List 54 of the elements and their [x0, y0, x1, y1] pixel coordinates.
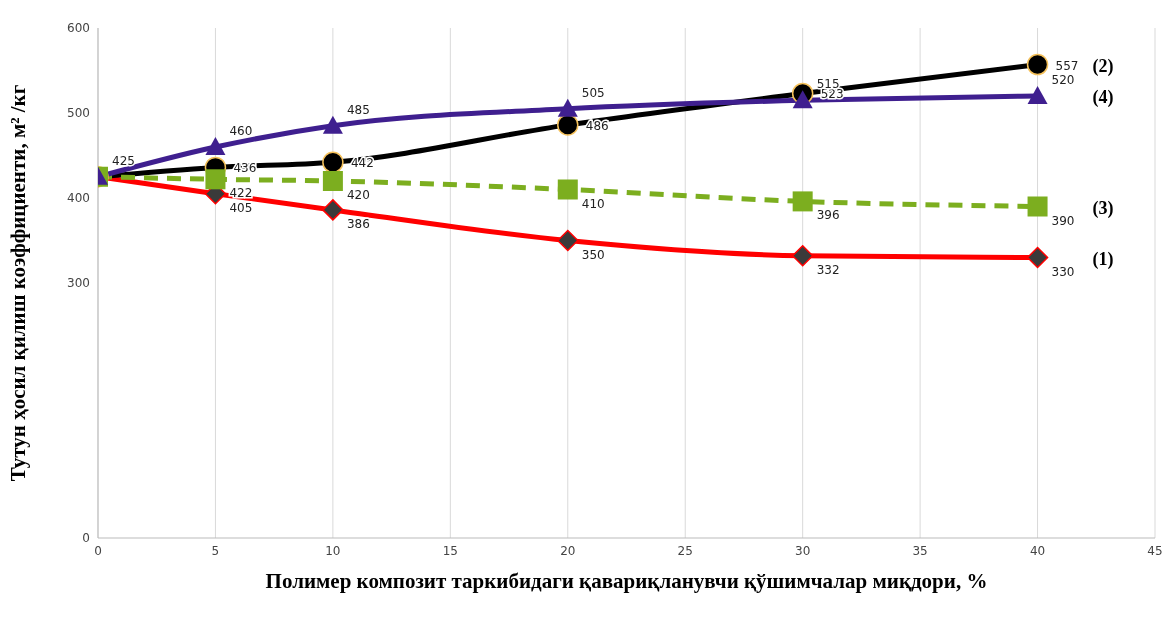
point [792, 90, 813, 109]
point [557, 98, 578, 117]
data-label: 330 [1051, 264, 1075, 279]
data-label: 386 [346, 216, 370, 231]
text: (3) [1092, 197, 1114, 219]
data-label: 486 [585, 118, 609, 133]
y-tick-label: 0 [82, 531, 90, 546]
data-label: 350 [581, 247, 605, 262]
x-tick-label: 5 [211, 543, 220, 558]
x-tick-label: 25 [677, 543, 693, 558]
data-label: 410 [581, 196, 605, 211]
data-label: 460 [229, 124, 253, 138]
point [205, 137, 226, 155]
text: (1) [1092, 248, 1114, 270]
y-tick-label: 300 [67, 276, 90, 291]
x-tick-label: 15 [442, 543, 458, 558]
point [322, 171, 343, 191]
point [792, 191, 813, 212]
y-tick-label: 400 [67, 191, 90, 206]
data-label: 425 [112, 153, 135, 168]
text: (2) [1092, 55, 1114, 77]
point [1027, 196, 1048, 217]
point [557, 114, 579, 136]
data-label: 405 [229, 200, 253, 215]
point [557, 229, 579, 252]
point [205, 169, 226, 190]
point [791, 245, 814, 267]
point [322, 115, 343, 134]
x-tick-label: 10 [325, 543, 341, 558]
point [557, 179, 578, 200]
data-label: 505 [581, 85, 605, 100]
x-tick-label: 20 [560, 543, 576, 558]
text: (4) [1092, 87, 1114, 108]
point [322, 151, 344, 174]
point [1026, 53, 1049, 76]
x-tick-label: 40 [1029, 543, 1046, 558]
data-label: 332 [816, 262, 840, 277]
point [322, 199, 344, 221]
data-label: 520 [1051, 73, 1075, 87]
x-tick-label: 30 [795, 543, 811, 558]
point [1026, 246, 1049, 269]
data-label: 420 [346, 188, 370, 202]
data-label: 390 [1051, 213, 1075, 228]
y-tick-label: 600 [67, 21, 90, 36]
x-tick-label: 0 [94, 543, 102, 558]
data-label: 485 [346, 102, 370, 117]
x-tick-label: 45 [1147, 543, 1163, 558]
data-label: 557 [1055, 58, 1079, 73]
point [1027, 86, 1048, 104]
y-tick-label: 500 [67, 106, 90, 121]
x-axis-title: Полимер композит таркибидаги қавариқланувчи қўшимчалар миқдори, % [265, 569, 988, 593]
x-tick-label: 35 [912, 543, 928, 558]
y-axis-title: Тутун ҳосил қилиш коэффициенти, м² /кг [6, 84, 31, 482]
data-label: 396 [816, 208, 840, 223]
